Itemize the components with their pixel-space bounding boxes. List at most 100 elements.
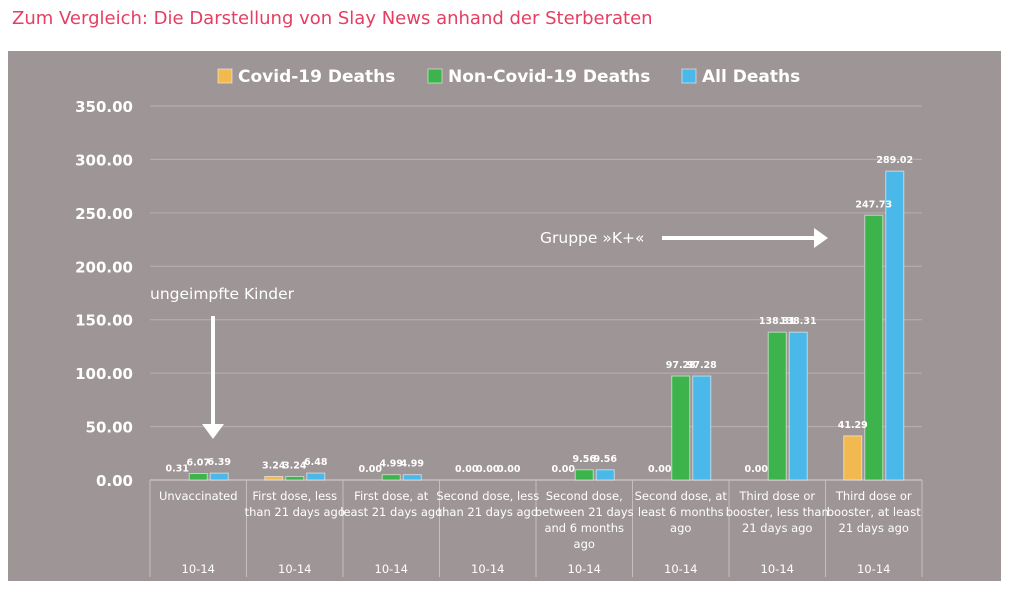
legend-swatch (217, 68, 233, 84)
x-category-label: First dose, less than 21 days ago (245, 489, 345, 519)
x-category-label: Unvaccinated (159, 489, 238, 503)
y-tick-label: 100.00 (75, 365, 133, 383)
x-category-line: Second dose, (546, 489, 623, 503)
data-label: 4.99 (401, 459, 424, 470)
bar-all (595, 469, 615, 481)
legend-label: Non-Covid-19 Deaths (448, 67, 650, 87)
chart-panel (8, 51, 1001, 581)
y-tick-label: 300.00 (75, 151, 133, 169)
data-label: 6.07 (187, 458, 210, 469)
x-category-line: Second dose, less (436, 489, 539, 503)
bar-non-covid (188, 473, 208, 481)
x-category-line: between 21 days (535, 505, 634, 519)
bar-non-covid (574, 469, 594, 481)
data-label: 6.39 (208, 457, 231, 468)
x-category-line: Third dose or (738, 489, 815, 503)
x-category-line: First dose, less (252, 489, 337, 503)
legend-swatch (681, 68, 697, 84)
x-category-line: Unvaccinated (159, 489, 238, 503)
data-label: 97.28 (687, 360, 717, 371)
x-category-line: booster, less than (726, 505, 829, 519)
x-category-label: First dose, at least 21 days ago (340, 489, 442, 519)
age-group-label: 10-14 (375, 562, 408, 576)
annotations: ungeimpfte Kinder Gruppe »K+« (150, 228, 828, 439)
y-tick-label: 0.00 (96, 472, 133, 490)
bar-non-covid (767, 331, 787, 481)
x-category-line: than 21 days ago (245, 505, 345, 519)
age-group-label: 10-14 (761, 562, 794, 576)
bar-covid (264, 476, 284, 481)
data-label: 0.00 (552, 464, 576, 475)
age-group-label: 10-14 (471, 562, 504, 576)
data-label: 0.00 (648, 464, 672, 475)
y-axis-ticks: 0.00 50.00 100.00 150.00 200.00 250.00 300.00 3… (75, 98, 133, 490)
data-label: 97.28 (666, 360, 696, 371)
data-label: 0.00 (359, 464, 383, 475)
x-category-label: Second dose, less than 21 days ago (436, 489, 539, 519)
data-label: 0.00 (745, 464, 769, 475)
x-category-line: least 6 months (638, 505, 724, 519)
bar-all (692, 375, 712, 481)
data-label: 6.48 (304, 457, 328, 468)
bars (188, 170, 905, 481)
data-label: 9.56 (573, 454, 597, 465)
x-category-label: Third dose or booster, at least 21 days ag… (827, 489, 922, 535)
x-category-line: 21 days ago (742, 521, 812, 535)
data-label: 289.02 (876, 155, 913, 166)
bar-covid (843, 435, 863, 481)
x-category-line: Second dose, at (635, 489, 728, 503)
data-label: 0.00 (497, 464, 521, 475)
data-label: 247.73 (855, 199, 892, 210)
data-label: 3.24 (262, 461, 286, 472)
bar-all (885, 170, 905, 481)
bar-all (209, 472, 229, 481)
right-arrow-head (814, 228, 828, 248)
bar-non-covid (671, 375, 691, 481)
legend-swatch (427, 68, 443, 84)
bar-non-covid (864, 214, 884, 481)
y-tick-label: 50.00 (86, 419, 133, 437)
down-arrow-head (202, 424, 224, 439)
data-label: 4.99 (380, 459, 403, 470)
x-category-line: than 21 days ago (438, 505, 538, 519)
bar-all (402, 474, 422, 481)
age-group-label: 10-14 (278, 562, 311, 576)
data-label: 41.29 (838, 420, 868, 431)
data-label: 0.00 (455, 464, 479, 475)
age-group-label: 10-14 (182, 562, 215, 576)
x-category-line: and 6 months (544, 521, 624, 535)
x-category-line: least 21 days ago (340, 505, 442, 519)
age-group-label: 10-14 (857, 562, 890, 576)
legend-label: Covid-19 Deaths (238, 67, 395, 87)
bar-all (788, 331, 808, 481)
age-group-label: 10-14 (664, 562, 697, 576)
y-tick-label: 200.00 (75, 258, 133, 276)
x-category-label: Third dose or booster, less than 21 days a… (726, 489, 829, 535)
x-axis-categories: Unvaccinated 10-14 First dose, less than 21… (159, 489, 921, 576)
x-category-line: First dose, at (354, 489, 429, 503)
data-label: 0.31 (166, 464, 189, 475)
bar-non-covid (285, 476, 305, 481)
legend: Covid-19 Deaths Non-Covid-19 Deaths All De… (217, 67, 800, 87)
page-caption: Zum Vergleich: Die Darstellung von Slay … (12, 8, 653, 29)
x-category-line: booster, at least (827, 505, 922, 519)
data-label: 138.31 (759, 316, 796, 327)
y-tick-label: 150.00 (75, 312, 133, 330)
annotation-unvaccinated: ungeimpfte Kinder (150, 285, 295, 303)
legend-label: All Deaths (702, 67, 800, 87)
annotation-group: Gruppe »K+« (540, 229, 644, 247)
bar-all (306, 472, 326, 481)
data-label: 138.31 (780, 316, 817, 327)
y-tick-label: 250.00 (75, 205, 133, 223)
bar-non-covid (381, 474, 401, 481)
age-group-label: 10-14 (568, 562, 601, 576)
x-category-label: Second dose, at least 6 months ago (635, 489, 728, 535)
data-label: 3.24 (283, 461, 307, 472)
data-label: 9.56 (594, 454, 618, 465)
x-category-label: Second dose, between 21 days and 6 months a… (535, 489, 634, 551)
data-label: 0.00 (476, 464, 500, 475)
x-category-line: ago (574, 537, 595, 551)
x-category-line: 21 days ago (839, 521, 909, 535)
